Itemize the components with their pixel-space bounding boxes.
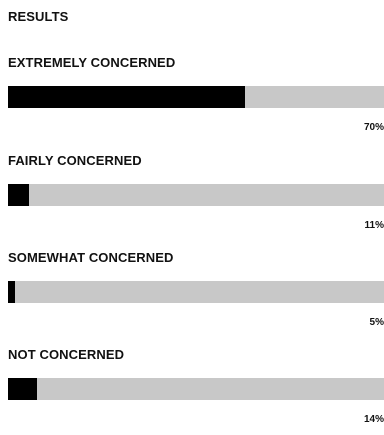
poll-option-extremely-concerned: EXTREMELY CONCERNED 70%: [0, 55, 384, 143]
poll-option-somewhat-concerned: SOMEWHAT CONCERNED 5%: [0, 250, 384, 338]
option-percent: 70%: [363, 122, 384, 133]
result-bar-fill: [8, 184, 30, 206]
option-label: FAIRLY CONCERNED: [8, 153, 142, 168]
result-bar-fill: [8, 378, 38, 400]
poll-option-not-concerned: NOT CONCERNED 14%: [0, 347, 384, 435]
results-title: RESULTS: [8, 9, 69, 24]
result-bar-fill: [8, 281, 16, 303]
result-bar-track: [8, 184, 384, 206]
result-bar-fill: [8, 86, 245, 108]
poll-option-fairly-concerned: FAIRLY CONCERNED 11%: [0, 153, 384, 241]
option-label: NOT CONCERNED: [8, 347, 125, 362]
option-percent: 5%: [369, 317, 384, 328]
option-percent: 14%: [363, 414, 384, 425]
result-bar-track: [8, 378, 384, 400]
result-bar-track: [8, 86, 384, 108]
option-label: EXTREMELY CONCERNED: [8, 55, 176, 70]
result-bar-track: [8, 281, 384, 303]
option-percent: 11%: [364, 220, 384, 231]
option-label: SOMEWHAT CONCERNED: [8, 250, 174, 265]
